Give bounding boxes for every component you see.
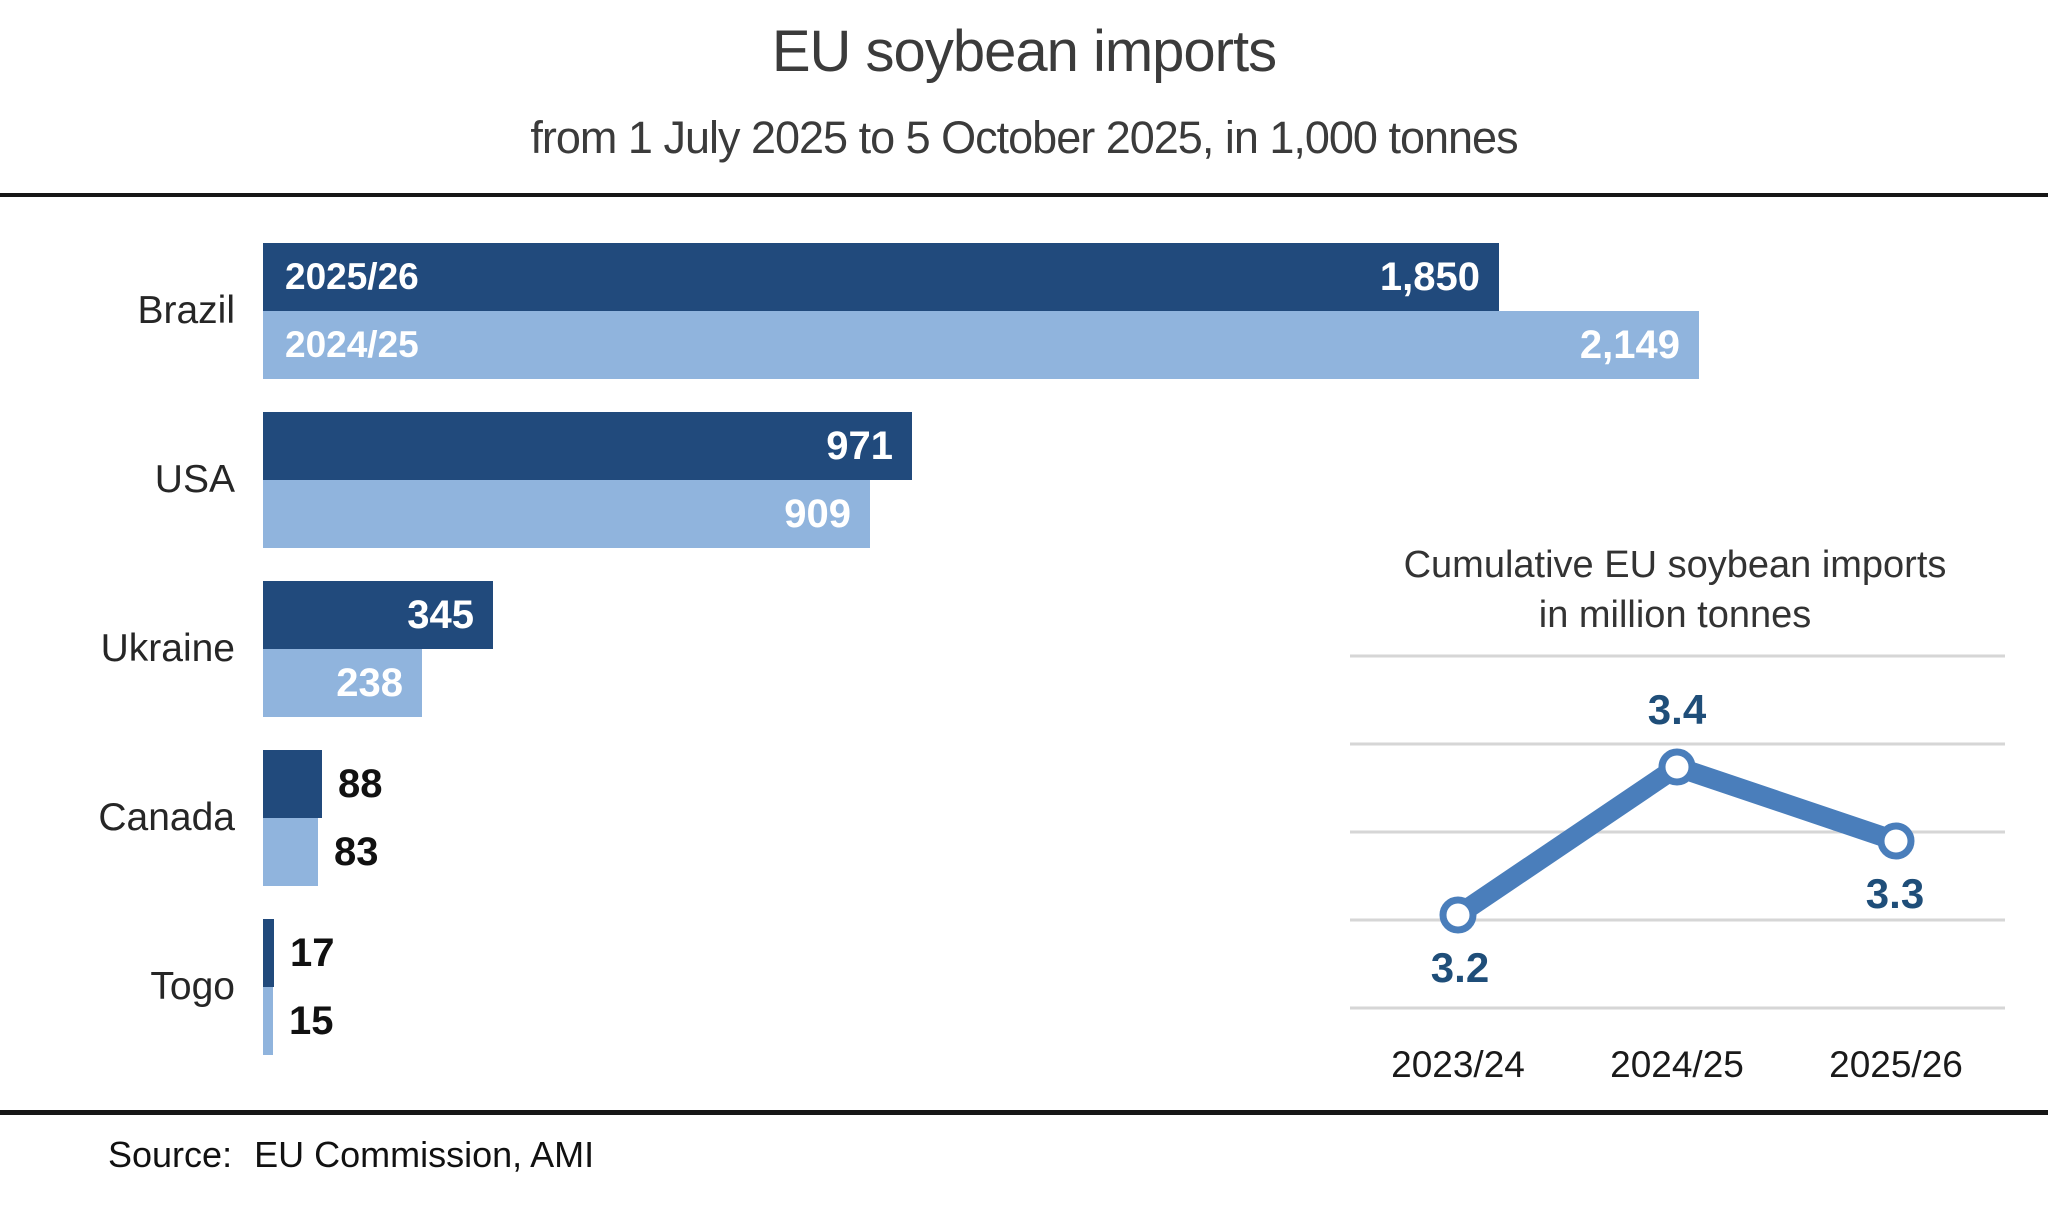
series-label: 2024/25 bbox=[285, 324, 419, 365]
value-label: 971 bbox=[826, 423, 893, 468]
bar-2024-25: 909 bbox=[263, 480, 870, 548]
source-row: Source: EU Commission, AMI bbox=[108, 1134, 594, 1176]
country-label: Togo bbox=[150, 965, 235, 1008]
country-label: Ukraine bbox=[100, 627, 235, 670]
point-value-label: 3.4 bbox=[1648, 686, 1707, 733]
line-chart-canvas: 3.2 3.4 3.3 2023/24 2024/25 2025/26 bbox=[1350, 654, 2005, 1085]
value-label: 1,850 bbox=[1379, 254, 1480, 299]
value-label: 88 bbox=[338, 761, 383, 806]
bar-2024-25: 2024/25 2,149 bbox=[263, 311, 1699, 379]
data-point-marker bbox=[1658, 748, 1696, 786]
bar-group-canada: Canada 88 83 bbox=[0, 750, 2048, 886]
data-point-marker bbox=[1877, 822, 1915, 860]
value-label: 83 bbox=[334, 829, 379, 874]
value-label: 17 bbox=[290, 930, 335, 975]
top-divider bbox=[0, 193, 2048, 197]
bar-2024-25 bbox=[263, 987, 273, 1055]
x-axis-label: 2024/25 bbox=[1610, 1044, 1744, 1085]
bar-group-togo: Togo 17 15 bbox=[0, 919, 2048, 1055]
value-label: 345 bbox=[407, 592, 474, 637]
bar-2025-26 bbox=[263, 919, 274, 987]
country-label: USA bbox=[154, 458, 235, 501]
page-title: EU soybean imports bbox=[771, 19, 1277, 84]
bar-group-ukraine: Ukraine 345 238 bbox=[0, 581, 2048, 717]
inset-title-line1: Cumulative EU soybean imports bbox=[1403, 544, 1947, 586]
source-text: EU Commission, AMI bbox=[254, 1134, 595, 1175]
point-value-label: 3.3 bbox=[1866, 870, 1924, 917]
bottom-divider bbox=[0, 1110, 2048, 1115]
value-label: 2,149 bbox=[1579, 322, 1680, 367]
value-label: 15 bbox=[289, 998, 334, 1043]
data-line bbox=[1452, 757, 1900, 924]
value-label: 238 bbox=[336, 660, 403, 705]
line-chart-inset: Cumulative EU soybean imports in million… bbox=[1345, 540, 2045, 1140]
bar-2025-26: 2025/26 1,850 bbox=[263, 243, 1499, 311]
bar-group-brazil: Brazil 2025/26 1,850 2024/25 2,149 bbox=[0, 243, 2048, 379]
data-point-marker bbox=[1439, 896, 1477, 934]
bar-2025-26: 971 bbox=[263, 412, 912, 480]
country-label: Canada bbox=[98, 796, 235, 839]
source-label: Source: bbox=[108, 1134, 233, 1175]
x-axis-label: 2025/26 bbox=[1829, 1044, 1963, 1085]
inset-title-line2: in million tonnes bbox=[1538, 594, 1812, 636]
x-axis-label: 2023/24 bbox=[1391, 1044, 1525, 1085]
value-label: 909 bbox=[784, 491, 851, 536]
series-label: 2025/26 bbox=[285, 256, 419, 297]
bar-2025-26 bbox=[263, 750, 322, 818]
point-value-label: 3.2 bbox=[1431, 944, 1489, 991]
page-subtitle: from 1 July 2025 to 5 October 2025, in 1… bbox=[530, 112, 1518, 163]
bar-2024-25: 238 bbox=[263, 649, 422, 717]
bar-2025-26: 345 bbox=[263, 581, 493, 649]
country-label: Brazil bbox=[137, 289, 235, 332]
inset-title: Cumulative EU soybean imports in million… bbox=[1345, 540, 2005, 640]
bar-2024-25 bbox=[263, 818, 318, 886]
bar-group-usa: USA 971 909 bbox=[0, 412, 2048, 548]
